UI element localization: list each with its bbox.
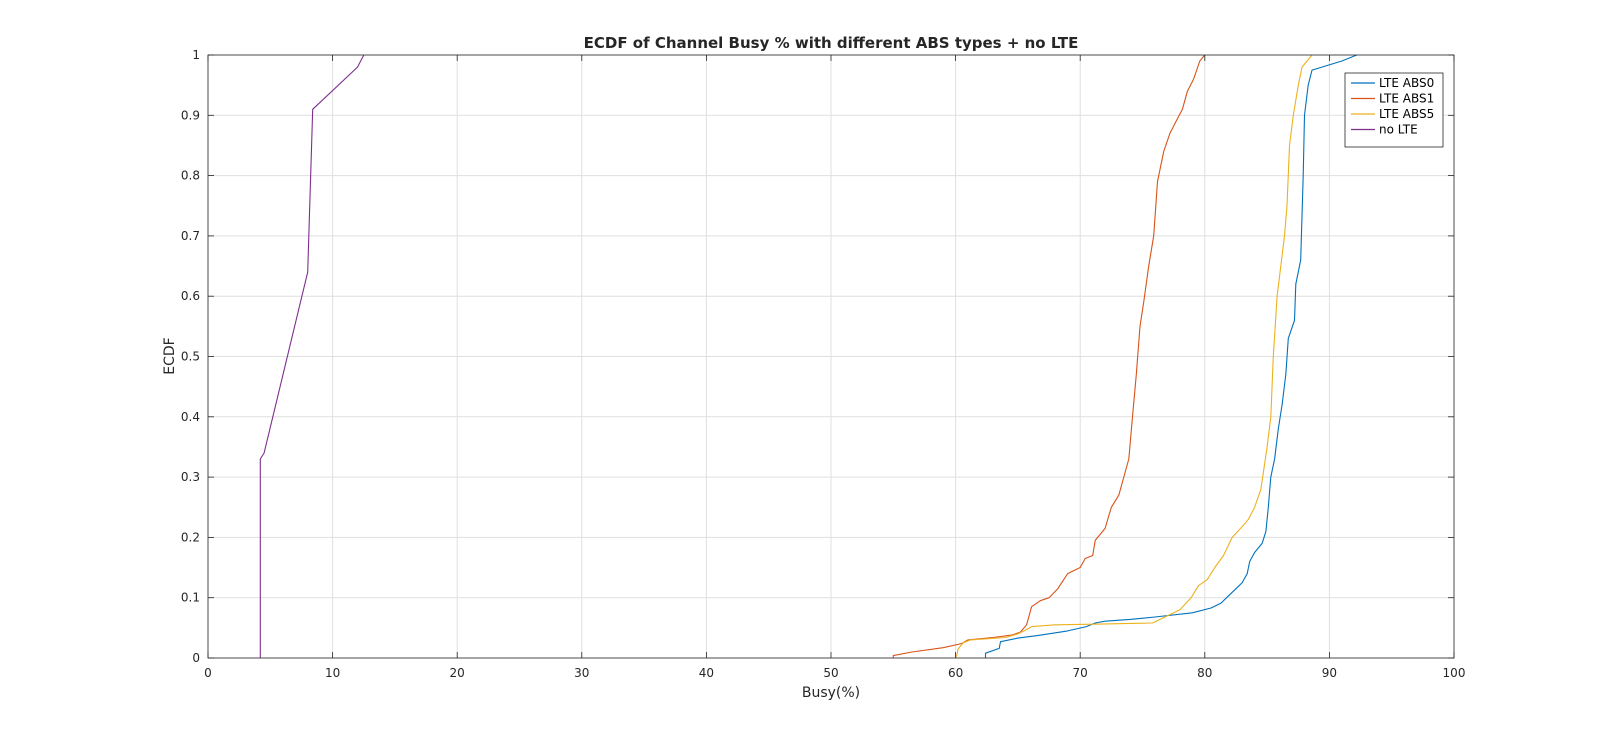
x-tick-label: 0 (204, 666, 212, 680)
x-tick-label: 50 (823, 666, 838, 680)
legend-label: LTE ABS5 (1379, 107, 1434, 121)
y-tick-label: 0.4 (181, 410, 200, 424)
legend-label: LTE ABS1 (1379, 92, 1434, 106)
y-tick-label: 0.5 (181, 350, 200, 364)
x-tick-label: 100 (1443, 666, 1466, 680)
series-lines (259, 54, 1358, 659)
y-tick-label: 0.9 (181, 108, 200, 122)
x-axis-label: Busy(%) (802, 685, 860, 701)
legend-box (1344, 72, 1444, 148)
legend-label: LTE ABS0 (1379, 76, 1434, 90)
y-tick-label: 0.7 (181, 229, 200, 243)
x-tick-label: 80 (1197, 666, 1212, 680)
y-tick-label: 0.1 (181, 591, 200, 605)
x-tick-label: 40 (699, 666, 714, 680)
legend-label: no LTE (1379, 123, 1418, 137)
y-tick-label: 0 (192, 651, 200, 665)
axis-ticks: 0 10 20 30 40 50 60 70 80 90 100 0 0.1 0.2 0.3 0.4 0.5 0.… (181, 48, 1466, 680)
x-tick-label: 60 (948, 666, 963, 680)
y-tick-label: 0.6 (181, 289, 200, 303)
x-tick-label: 30 (574, 666, 589, 680)
series-line-no-lte (259, 54, 365, 658)
y-tick-label: 0.3 (181, 470, 200, 484)
series-line-lte-abs5 (955, 54, 1313, 659)
x-tick-label: 90 (1322, 666, 1337, 680)
y-tick-label: 0.8 (181, 169, 200, 183)
chart-title: ECDF of Channel Busy % with different AB… (584, 34, 1079, 52)
y-axis-label: ECDF (162, 337, 178, 374)
series-line-lte-abs0 (984, 54, 1358, 658)
x-tick-label: 70 (1073, 666, 1088, 680)
x-tick-label: 20 (450, 666, 465, 680)
y-tick-label: 0.2 (181, 530, 200, 544)
y-tick-label: 1 (192, 48, 200, 62)
series-line-lte-abs1 (892, 54, 1206, 658)
x-tick-label: 10 (325, 666, 340, 680)
